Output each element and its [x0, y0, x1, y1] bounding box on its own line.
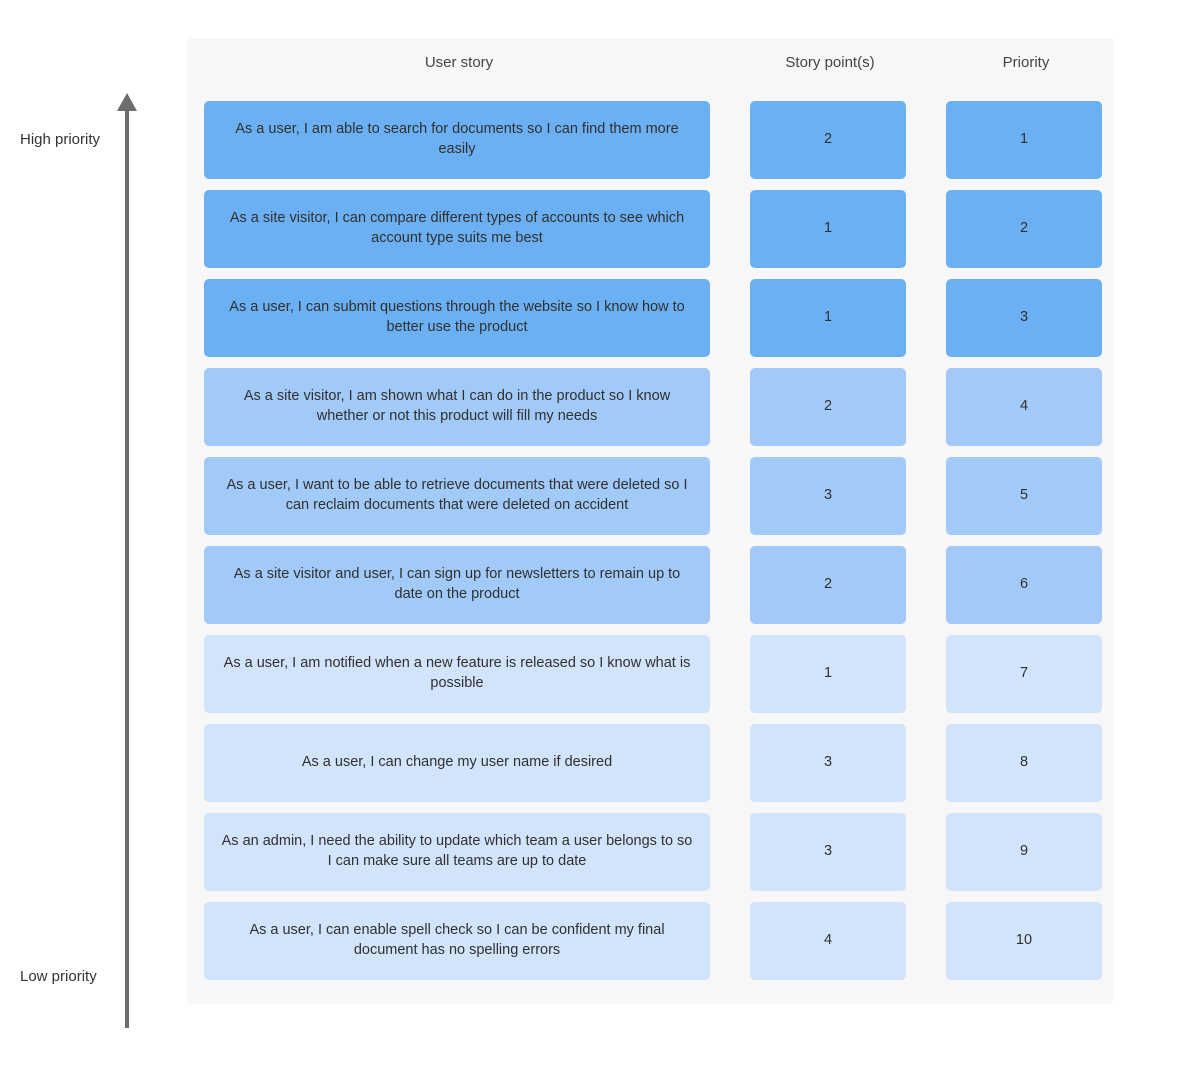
story-cell: As a user, I can change my user name if … [204, 724, 710, 802]
axis-label-low: Low priority [20, 968, 97, 985]
story-cell: As a user, I want to be able to retrieve… [204, 457, 710, 535]
story-cell: As a site visitor, I can compare differe… [204, 190, 710, 268]
priority-cell: 4 [946, 368, 1102, 446]
table-row: As a site visitor, I am shown what I can… [204, 368, 1096, 446]
axis-label-high: High priority [20, 131, 100, 148]
priority-cell: 8 [946, 724, 1102, 802]
story-cell: As a site visitor, I am shown what I can… [204, 368, 710, 446]
story-cell: As a user, I am able to search for docum… [204, 101, 710, 179]
table-row: As a user, I want to be able to retrieve… [204, 457, 1096, 535]
table-row: As a user, I can change my user name if … [204, 724, 1096, 802]
story-cell: As a user, I can enable spell check so I… [204, 902, 710, 980]
col-header-story: User story [206, 54, 712, 71]
priority-cell: 9 [946, 813, 1102, 891]
priority-axis: High priority Low priority [20, 38, 185, 1028]
axis-arrow-line [125, 108, 129, 1028]
points-cell: 1 [750, 190, 906, 268]
points-cell: 2 [750, 546, 906, 624]
table-row: As a user, I am notified when a new feat… [204, 635, 1096, 713]
points-cell: 1 [750, 635, 906, 713]
points-cell: 2 [750, 368, 906, 446]
table-row: As a user, I am able to search for docum… [204, 101, 1096, 179]
col-header-priority: Priority [948, 54, 1104, 71]
table-row: As a user, I can enable spell check so I… [204, 902, 1096, 980]
backlog-panel: User story Story point(s) Priority As a … [186, 38, 1114, 1004]
priority-cell: 7 [946, 635, 1102, 713]
points-cell: 4 [750, 902, 906, 980]
story-cell: As an admin, I need the ability to updat… [204, 813, 710, 891]
table-row: As a site visitor and user, I can sign u… [204, 546, 1096, 624]
story-cell: As a user, I am notified when a new feat… [204, 635, 710, 713]
points-cell: 1 [750, 279, 906, 357]
story-cell: As a site visitor and user, I can sign u… [204, 546, 710, 624]
priority-cell: 1 [946, 101, 1102, 179]
backlog-diagram: High priority Low priority User story St… [0, 0, 1184, 1072]
table-body: As a user, I am able to search for docum… [204, 101, 1096, 980]
points-cell: 3 [750, 813, 906, 891]
table-row: As an admin, I need the ability to updat… [204, 813, 1096, 891]
points-cell: 3 [750, 457, 906, 535]
priority-cell: 2 [946, 190, 1102, 268]
priority-cell: 10 [946, 902, 1102, 980]
table-header: User story Story point(s) Priority [204, 54, 1096, 71]
priority-cell: 5 [946, 457, 1102, 535]
table-row: As a site visitor, I can compare differe… [204, 190, 1096, 268]
priority-cell: 3 [946, 279, 1102, 357]
points-cell: 2 [750, 101, 906, 179]
points-cell: 3 [750, 724, 906, 802]
table-row: As a user, I can submit questions throug… [204, 279, 1096, 357]
priority-cell: 6 [946, 546, 1102, 624]
col-header-points: Story point(s) [752, 54, 908, 71]
story-cell: As a user, I can submit questions throug… [204, 279, 710, 357]
